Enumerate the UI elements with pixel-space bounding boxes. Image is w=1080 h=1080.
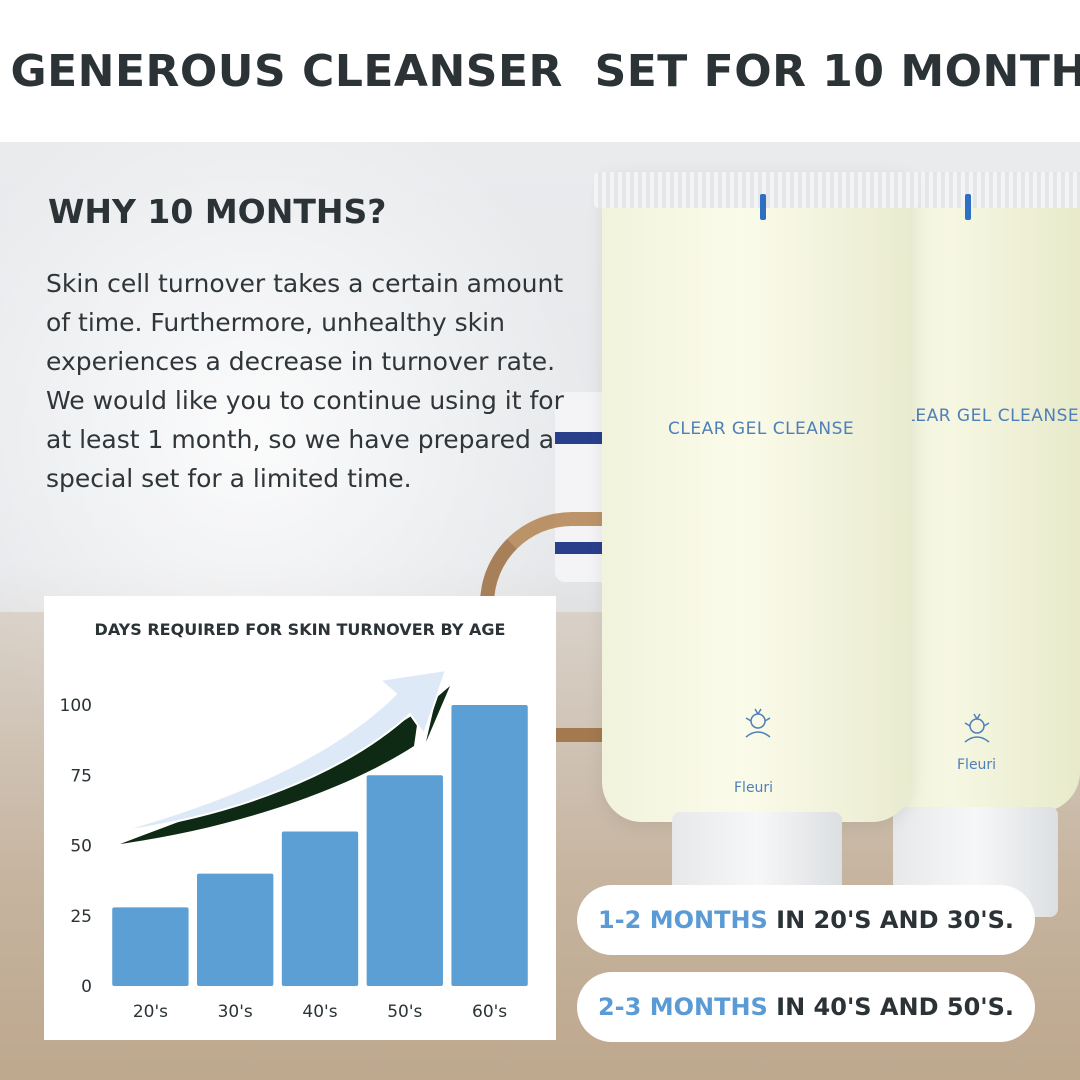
tube-label: CLEAR GEL CLEANSE xyxy=(893,406,1080,426)
x-tick-label: 30's xyxy=(218,1002,253,1022)
callout-rest: IN 40'S AND 50'S. xyxy=(767,993,1015,1021)
chart-plot: 0 25 50 75 100 20's 30's 40's 50's 60's xyxy=(60,668,528,1022)
bar-30's xyxy=(197,873,274,986)
y-tick-label: 0 xyxy=(81,977,92,997)
callout-highlight: 2-3 MONTHS xyxy=(597,993,768,1021)
x-tick-label: 20's xyxy=(133,1002,168,1022)
product-photo: CLEAR GEL CLEANSE Fleuri CLEAR GEL CLEAN… xyxy=(0,142,1080,1080)
page-title: A GENEROUS CLEANSER SET FOR 10 MONTHS xyxy=(0,45,1080,97)
callout-pill-young: 1-2 MONTHS IN 20'S AND 30'S. xyxy=(577,885,1035,955)
turnover-chart: DAYS REQUIRED FOR SKIN TURNOVER BY AGE 0… xyxy=(44,596,556,1040)
bar-40's xyxy=(281,831,359,986)
tube-brand: Fleuri xyxy=(957,757,997,773)
why-heading: WHY 10 MONTHS? xyxy=(48,192,387,231)
tube-label: CLEAR GEL CLEANSE xyxy=(668,419,855,439)
tube-brand: Fleuri xyxy=(734,780,774,796)
bar-50's xyxy=(366,775,443,986)
cleanser-tube-front: CLEAR GEL CLEANSE Fleuri xyxy=(594,172,920,822)
callout-highlight: 1-2 MONTHS xyxy=(597,906,768,934)
y-tick-label: 25 xyxy=(70,907,92,927)
flower-logo-icon xyxy=(964,713,990,743)
y-tick-label: 50 xyxy=(70,837,92,857)
tube-notch xyxy=(760,194,766,220)
title-bar: A GENEROUS CLEANSER SET FOR 10 MONTHS xyxy=(0,0,1080,142)
bar-20's xyxy=(112,907,189,986)
callout-pill-middle: 2-3 MONTHS IN 40'S AND 50'S. xyxy=(577,972,1035,1042)
x-tick-label: 40's xyxy=(302,1002,337,1022)
why-paragraph: Skin cell turnover takes a certain amoun… xyxy=(46,269,564,493)
bar-60's xyxy=(451,705,528,986)
rising-arrow-icon xyxy=(115,668,450,844)
tube-crimp xyxy=(594,172,920,208)
tube-notch xyxy=(965,194,971,220)
y-tick-label: 75 xyxy=(70,766,92,786)
x-tick-label: 50's xyxy=(387,1002,422,1022)
flower-logo-icon xyxy=(745,708,771,738)
y-tick-label: 100 xyxy=(60,696,92,716)
callout-rest: IN 20'S AND 30'S. xyxy=(767,906,1015,934)
chart-title: DAYS REQUIRED FOR SKIN TURNOVER BY AGE xyxy=(94,620,506,639)
x-tick-label: 60's xyxy=(472,1002,507,1022)
